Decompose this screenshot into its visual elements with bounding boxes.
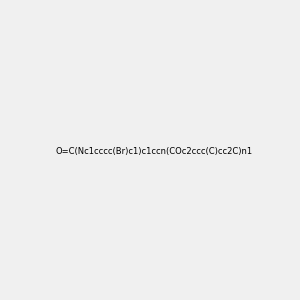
Text: O=C(Nc1cccc(Br)c1)c1ccn(COc2ccc(C)cc2C)n1: O=C(Nc1cccc(Br)c1)c1ccn(COc2ccc(C)cc2C)n…	[55, 147, 252, 156]
